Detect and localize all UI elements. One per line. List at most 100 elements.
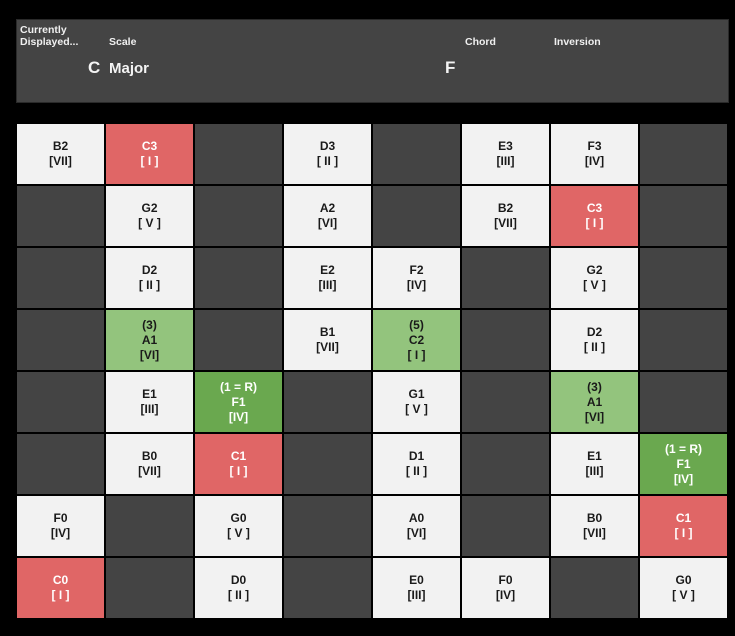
pad-cell[interactable] xyxy=(640,248,727,308)
pad-cell[interactable]: D2[ II ] xyxy=(106,248,193,308)
pad-cell[interactable] xyxy=(284,558,371,618)
pad-cell-line: [IV] xyxy=(406,278,427,292)
pad-cell-line: [IV] xyxy=(673,471,694,486)
pad-cell[interactable]: D1[ II ] xyxy=(373,434,460,494)
pad-cell[interactable]: G0[ V ] xyxy=(195,496,282,556)
pad-cell-line: (5) xyxy=(409,317,424,332)
pad-cell-line: [VII] xyxy=(49,154,72,168)
pad-cell[interactable] xyxy=(284,434,371,494)
pad-cell[interactable]: D3[ II ] xyxy=(284,124,371,184)
pad-cell[interactable]: (1 = R) F1 [IV] xyxy=(195,372,282,432)
pad-cell[interactable]: A2 [VI] xyxy=(284,186,371,246)
pad-cell-line: [ I ] xyxy=(229,464,248,478)
pad-cell-line: [III] xyxy=(407,588,426,602)
pad-cell-line: [VI] xyxy=(406,526,427,540)
pad-cell[interactable] xyxy=(462,434,549,494)
pad-cell[interactable] xyxy=(373,186,460,246)
pad-cell[interactable]: D0[ II ] xyxy=(195,558,282,618)
pad-cell[interactable]: C1[ I ] xyxy=(640,496,727,556)
pad-cell-line: [ V ] xyxy=(405,402,428,416)
pad-cell-line: A0 xyxy=(408,511,425,525)
pad-cell-line: [ V ] xyxy=(672,588,695,602)
pad-cell-line: D2 xyxy=(141,263,158,277)
pad-cell[interactable] xyxy=(284,372,371,432)
pad-cell[interactable]: E1 [III] xyxy=(106,372,193,432)
pad-cell[interactable] xyxy=(106,558,193,618)
pad-cell[interactable] xyxy=(462,310,549,370)
pad-cell[interactable] xyxy=(551,558,638,618)
pad-cell[interactable] xyxy=(640,186,727,246)
pad-cell-line: [ II ] xyxy=(316,154,339,168)
pad-cell-line: (3) xyxy=(142,317,157,332)
pad-cell[interactable]: F0 [IV] xyxy=(17,496,104,556)
pad-cell[interactable] xyxy=(462,496,549,556)
pad-cell[interactable] xyxy=(195,186,282,246)
pad-cell[interactable]: B0 [VII] xyxy=(106,434,193,494)
pad-cell[interactable]: (3) A1 [VI] xyxy=(551,372,638,432)
pad-cell-line: [IV] xyxy=(228,409,249,424)
pad-cell[interactable] xyxy=(640,310,727,370)
pad-cell[interactable]: F0 [IV] xyxy=(462,558,549,618)
pad-cell[interactable]: A0 [VI] xyxy=(373,496,460,556)
pad-cell[interactable] xyxy=(640,124,727,184)
pad-cell-line: E2 xyxy=(320,263,335,277)
pad-cell[interactable]: B0 [VII] xyxy=(551,496,638,556)
pad-cell[interactable] xyxy=(17,372,104,432)
pad-cell[interactable]: B2 [VII] xyxy=(462,186,549,246)
pad-cell[interactable] xyxy=(195,248,282,308)
pad-cell[interactable] xyxy=(17,310,104,370)
pad-cell-line: [VII] xyxy=(138,464,161,478)
pad-cell[interactable]: E3 [III] xyxy=(462,124,549,184)
pad-cell-line: B0 xyxy=(141,449,158,463)
pad-cell-line: [ II ] xyxy=(583,340,606,354)
inversion-label: Inversion xyxy=(554,36,601,48)
pad-cell[interactable]: C3[ I ] xyxy=(106,124,193,184)
pad-cell-line: E3 xyxy=(498,139,513,153)
chord-value[interactable]: F xyxy=(445,58,456,77)
pad-cell[interactable]: G0[ V ] xyxy=(640,558,727,618)
pad-cell-line: [ II ] xyxy=(405,464,428,478)
pad-cell[interactable] xyxy=(17,248,104,308)
pad-cell-line: G2 xyxy=(586,263,603,277)
pad-cell[interactable]: C1[ I ] xyxy=(195,434,282,494)
pad-cell[interactable]: E0 [III] xyxy=(373,558,460,618)
pad-cell-line: [ I ] xyxy=(674,526,693,540)
pad-cell[interactable]: (1 = R) F1 [IV] xyxy=(640,434,727,494)
pad-cell[interactable]: C0[ I ] xyxy=(17,558,104,618)
pad-cell[interactable] xyxy=(462,248,549,308)
pad-cell[interactable] xyxy=(373,124,460,184)
pad-cell-line: A1 xyxy=(586,394,603,409)
pad-cell-line: G0 xyxy=(675,573,692,587)
pad-cell-line: [ II ] xyxy=(227,588,250,602)
pad-cell-line: [ V ] xyxy=(227,526,250,540)
pad-cell[interactable]: G1[ V ] xyxy=(373,372,460,432)
pad-cell[interactable] xyxy=(195,124,282,184)
pad-cell-line: [VII] xyxy=(494,216,517,230)
pad-cell[interactable]: E1 [III] xyxy=(551,434,638,494)
pad-cell-line: [III] xyxy=(585,464,604,478)
pad-cell-line: [III] xyxy=(318,278,337,292)
key-value[interactable]: C xyxy=(88,58,101,77)
pad-cell[interactable] xyxy=(640,372,727,432)
pad-cell[interactable]: G2[ V ] xyxy=(106,186,193,246)
pad-cell[interactable]: F2 [IV] xyxy=(373,248,460,308)
pad-cell[interactable]: E2 [III] xyxy=(284,248,371,308)
pad-cell[interactable]: D2[ II ] xyxy=(551,310,638,370)
pad-cell-line: (3) xyxy=(587,379,602,394)
scale-value[interactable]: Major xyxy=(109,60,150,77)
pad-cell[interactable] xyxy=(17,186,104,246)
pad-cell[interactable]: (5) C2[ I ] xyxy=(373,310,460,370)
pad-cell[interactable] xyxy=(106,496,193,556)
pad-cell[interactable] xyxy=(284,496,371,556)
pad-cell[interactable]: F3 [IV] xyxy=(551,124,638,184)
pad-cell-line: F3 xyxy=(587,139,602,153)
pad-cell[interactable] xyxy=(462,372,549,432)
pad-cell[interactable] xyxy=(17,434,104,494)
pad-cell[interactable]: B1 [VII] xyxy=(284,310,371,370)
pad-cell-line: C1 xyxy=(675,511,692,525)
pad-cell[interactable]: B2 [VII] xyxy=(17,124,104,184)
pad-cell[interactable]: C3[ I ] xyxy=(551,186,638,246)
pad-cell[interactable]: G2[ V ] xyxy=(551,248,638,308)
pad-cell[interactable]: (3) A1 [VI] xyxy=(106,310,193,370)
pad-cell[interactable] xyxy=(195,310,282,370)
